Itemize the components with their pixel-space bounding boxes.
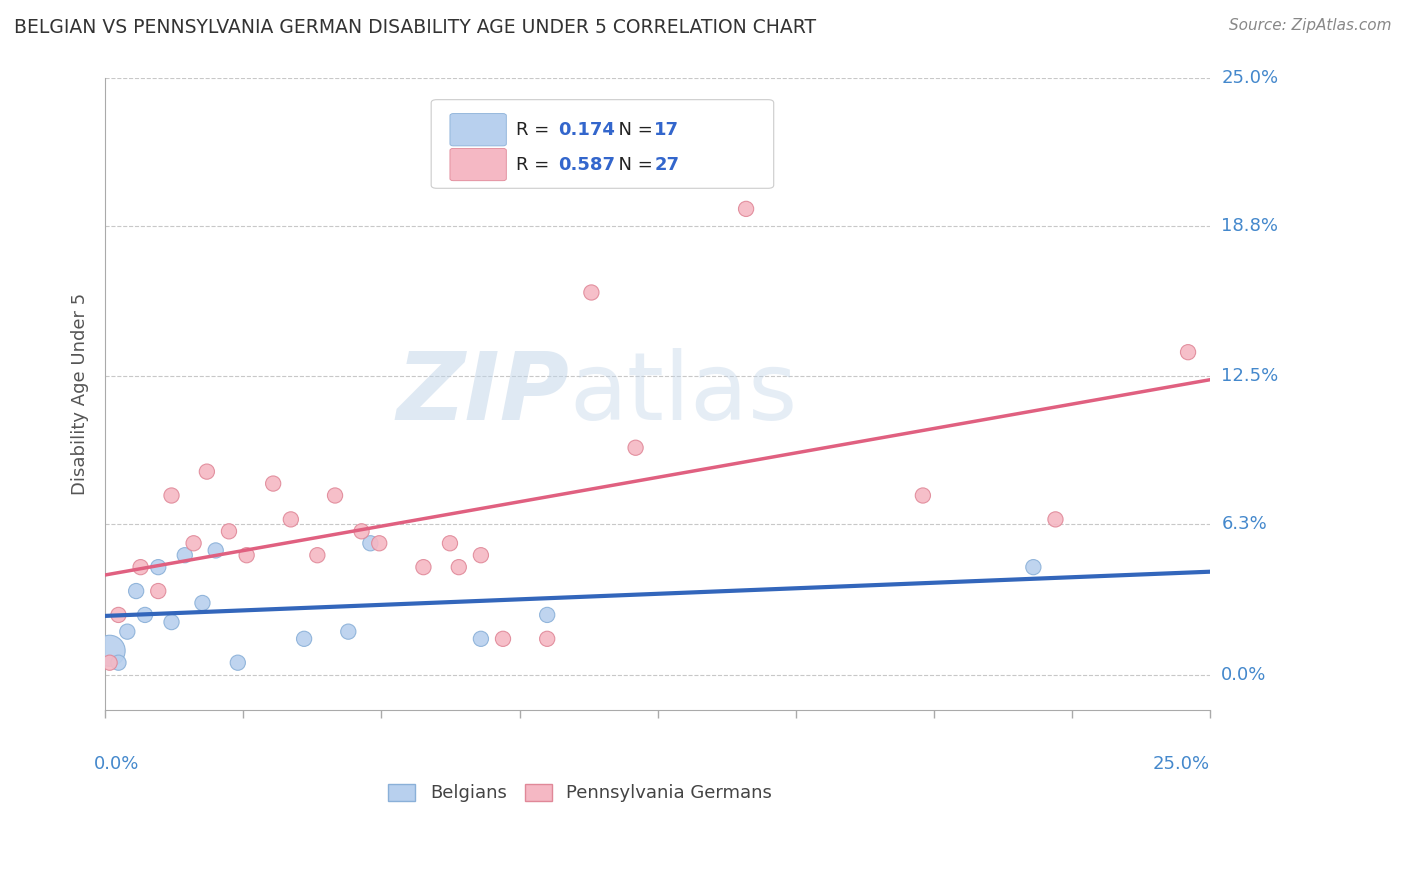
Point: [337, 624, 360, 639]
Point: [280, 512, 302, 526]
Text: atlas: atlas: [569, 348, 797, 440]
Point: [581, 285, 603, 300]
Point: [492, 632, 515, 646]
Point: [536, 607, 558, 622]
Point: [1177, 345, 1199, 359]
Point: [292, 632, 315, 646]
Text: 6.3%: 6.3%: [1222, 516, 1267, 533]
Point: [368, 536, 391, 550]
Point: [107, 656, 129, 670]
FancyBboxPatch shape: [450, 113, 506, 146]
Point: [439, 536, 461, 550]
Point: [195, 465, 218, 479]
Point: [624, 441, 647, 455]
Point: [350, 524, 373, 539]
Point: [235, 548, 257, 562]
Point: [536, 632, 558, 646]
Text: 0.587: 0.587: [558, 155, 616, 174]
Point: [148, 560, 170, 574]
Point: [1045, 512, 1067, 526]
Point: [117, 624, 139, 639]
FancyBboxPatch shape: [450, 148, 506, 181]
Point: [125, 584, 148, 599]
Point: [226, 656, 249, 670]
Text: 25.0%: 25.0%: [1222, 69, 1278, 87]
Point: [470, 548, 492, 562]
Text: 25.0%: 25.0%: [1153, 755, 1211, 772]
Text: 18.8%: 18.8%: [1222, 217, 1278, 235]
Text: 0.0%: 0.0%: [94, 755, 139, 772]
Point: [107, 607, 129, 622]
Point: [98, 656, 121, 670]
Text: N =: N =: [607, 120, 658, 139]
Point: [173, 548, 195, 562]
Legend: Belgians, Pennsylvania Germans: Belgians, Pennsylvania Germans: [381, 776, 779, 810]
Text: R =: R =: [516, 120, 555, 139]
Text: R =: R =: [516, 155, 555, 174]
Point: [1022, 560, 1045, 574]
Y-axis label: Disability Age Under 5: Disability Age Under 5: [72, 293, 89, 495]
Point: [412, 560, 434, 574]
Text: 0.174: 0.174: [558, 120, 614, 139]
Point: [735, 202, 758, 216]
Point: [98, 644, 121, 658]
Point: [160, 615, 183, 629]
Text: ZIP: ZIP: [396, 348, 569, 440]
Point: [470, 632, 492, 646]
Point: [218, 524, 240, 539]
Text: 12.5%: 12.5%: [1222, 368, 1278, 385]
Point: [134, 607, 156, 622]
Point: [191, 596, 214, 610]
FancyBboxPatch shape: [432, 100, 773, 188]
Point: [160, 488, 183, 502]
Point: [307, 548, 329, 562]
Point: [204, 543, 226, 558]
Point: [447, 560, 470, 574]
Point: [911, 488, 934, 502]
Point: [359, 536, 381, 550]
Text: N =: N =: [607, 155, 658, 174]
Point: [183, 536, 205, 550]
Text: Source: ZipAtlas.com: Source: ZipAtlas.com: [1229, 18, 1392, 33]
Point: [129, 560, 152, 574]
Text: 27: 27: [654, 155, 679, 174]
Text: 0.0%: 0.0%: [1222, 665, 1267, 683]
Text: 17: 17: [654, 120, 679, 139]
Point: [148, 584, 170, 599]
Text: BELGIAN VS PENNSYLVANIA GERMAN DISABILITY AGE UNDER 5 CORRELATION CHART: BELGIAN VS PENNSYLVANIA GERMAN DISABILIT…: [14, 18, 817, 37]
Point: [323, 488, 346, 502]
Point: [262, 476, 284, 491]
